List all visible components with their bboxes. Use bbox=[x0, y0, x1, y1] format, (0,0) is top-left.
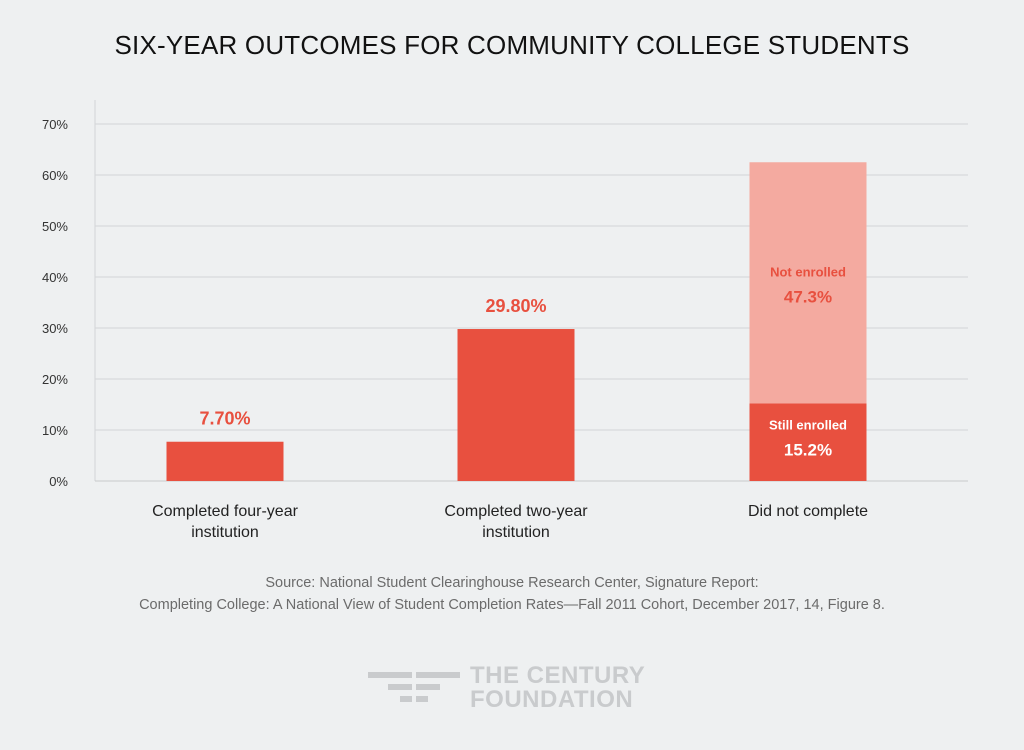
bars bbox=[166, 162, 867, 481]
x-category-label: institution bbox=[191, 524, 259, 541]
x-category-label: institution bbox=[482, 524, 550, 541]
segment-name-label: Not enrolled bbox=[770, 264, 846, 279]
x-category-label: Completed four-year bbox=[152, 503, 299, 520]
bar-segment bbox=[749, 162, 867, 404]
y-tick-label: 50% bbox=[42, 219, 68, 234]
data-labels: 7.70% 29.80% Still enrolled 15.2% Not enroll… bbox=[199, 264, 847, 459]
source-line-1: Source: National Student Clearinghouse R… bbox=[265, 575, 759, 591]
y-tick-label: 60% bbox=[42, 168, 68, 183]
bar-segment bbox=[166, 441, 284, 481]
source-note: Source: National Student Clearinghouse R… bbox=[0, 572, 1024, 616]
segment-value-label: 15.2% bbox=[784, 440, 832, 459]
source-line-2: Completing College: A National View of S… bbox=[139, 597, 885, 613]
y-tick-label: 40% bbox=[42, 270, 68, 285]
chart-title: SIX-YEAR OUTCOMES FOR COMMUNITY COLLEGE … bbox=[114, 30, 910, 60]
y-tick-label: 30% bbox=[42, 321, 68, 336]
x-category-label: Did not complete bbox=[748, 503, 868, 520]
logo-text-line-2: FOUNDATION bbox=[470, 686, 634, 713]
century-foundation-logo-icon bbox=[368, 672, 460, 702]
y-tick-label: 0% bbox=[49, 474, 68, 489]
century-foundation-logo: THE CENTURY FOUNDATION bbox=[368, 664, 645, 712]
bar-chart: 0% 10% 20% 30% 40% 50% 60% 70% 7.70% 29.80% Still… bbox=[42, 100, 968, 541]
x-category-label: Completed two-year bbox=[444, 503, 588, 520]
segment-value-label: 47.3% bbox=[784, 287, 832, 306]
y-tick-label: 20% bbox=[42, 372, 68, 387]
bar-value-label: 29.80% bbox=[485, 296, 546, 316]
bar-segment bbox=[749, 403, 867, 481]
y-axis-tick-labels: 0% 10% 20% 30% 40% 50% 60% 70% bbox=[42, 117, 68, 489]
bar-value-label: 7.70% bbox=[199, 409, 250, 429]
y-tick-label: 70% bbox=[42, 117, 68, 132]
logo-text-line-1: THE CENTURY bbox=[470, 662, 646, 689]
y-tick-label: 10% bbox=[42, 423, 68, 438]
segment-name-label: Still enrolled bbox=[769, 417, 847, 432]
x-axis-category-labels: Completed four-year institution Completed … bbox=[152, 503, 868, 541]
bar-segment bbox=[457, 329, 575, 481]
